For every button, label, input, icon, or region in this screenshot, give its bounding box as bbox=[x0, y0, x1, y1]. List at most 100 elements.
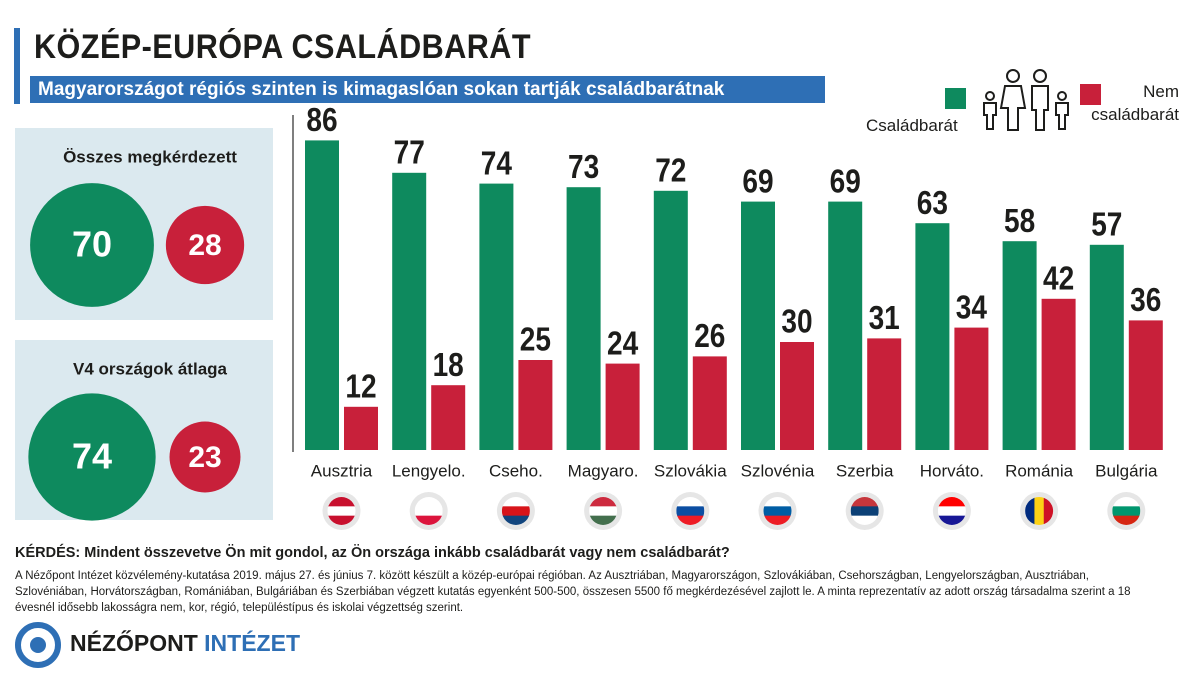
legend-label: Családbarát bbox=[866, 116, 958, 135]
legend-label: Nem családbarát bbox=[1091, 82, 1179, 124]
flag-stripe bbox=[589, 515, 618, 525]
bar bbox=[741, 201, 775, 450]
flag bbox=[409, 492, 448, 530]
value-label: 69 bbox=[742, 163, 773, 200]
flag-stripe bbox=[763, 515, 792, 525]
value-label: 18 bbox=[433, 347, 464, 384]
flag-stripe bbox=[850, 506, 879, 517]
summary-circle bbox=[165, 205, 245, 285]
category-label: Cseho. bbox=[489, 461, 543, 480]
bar bbox=[1128, 320, 1163, 450]
flag-stripe bbox=[589, 506, 618, 517]
flag-stripe bbox=[1043, 497, 1054, 525]
value-label: 12 bbox=[345, 368, 376, 405]
value-label: 69 bbox=[830, 163, 861, 200]
category-label: Szerbia bbox=[836, 461, 894, 480]
flag-stripe bbox=[1034, 497, 1045, 525]
bar bbox=[1002, 241, 1037, 450]
value-label: 77 bbox=[394, 134, 425, 171]
bar bbox=[479, 183, 514, 450]
logo-text: NÉZŐPONT bbox=[70, 630, 198, 656]
flag-stripe bbox=[327, 506, 356, 517]
flag-stripe bbox=[676, 515, 705, 525]
bar bbox=[605, 363, 640, 450]
flag-stripe bbox=[1025, 497, 1035, 525]
bar bbox=[392, 172, 427, 451]
category-label: Magyaro. bbox=[568, 461, 639, 480]
flag-stripe bbox=[1112, 506, 1141, 517]
flag-stripe bbox=[763, 506, 792, 517]
summary-circle bbox=[28, 393, 156, 521]
value-label: 26 bbox=[694, 318, 725, 355]
category-label: Lengyelo. bbox=[392, 461, 466, 480]
flag bbox=[322, 492, 361, 530]
value-label: 86 bbox=[306, 102, 337, 139]
flag bbox=[1107, 492, 1146, 530]
flag-stripe bbox=[850, 497, 879, 507]
value-label: 24 bbox=[607, 325, 638, 362]
title: KÖZÉP-EURÓPA CSALÁDBARÁT bbox=[34, 28, 531, 66]
bar bbox=[692, 356, 727, 450]
flag bbox=[758, 492, 797, 530]
bar bbox=[653, 190, 688, 451]
flag-stripe bbox=[327, 515, 356, 525]
flag-stripe bbox=[501, 497, 530, 507]
panel-title: Összes megkérdezett bbox=[63, 147, 237, 166]
value-label: 34 bbox=[956, 289, 987, 326]
bar bbox=[344, 406, 378, 450]
category-label: Szlovénia bbox=[741, 461, 815, 480]
flag-stripe bbox=[414, 506, 443, 517]
flag-stripe bbox=[676, 506, 705, 517]
flag-stripe bbox=[937, 506, 966, 517]
flag-stripe bbox=[327, 497, 356, 507]
category-label: Ausztria bbox=[311, 461, 373, 480]
subtitle: Magyarországot régiós szinten is kimagas… bbox=[30, 76, 825, 103]
value-label: 25 bbox=[520, 322, 551, 359]
flag-stripe bbox=[850, 515, 879, 525]
category-label: Horváto. bbox=[920, 461, 984, 480]
value-label: 73 bbox=[568, 149, 599, 186]
bar bbox=[1041, 298, 1076, 450]
logo-icon bbox=[15, 622, 61, 668]
bar bbox=[828, 201, 863, 450]
flag bbox=[932, 492, 971, 530]
bar bbox=[305, 140, 339, 450]
panel-title: V4 országok átlaga bbox=[73, 359, 228, 378]
category-label: Bulgária bbox=[1095, 461, 1158, 480]
flag bbox=[845, 492, 884, 530]
note: A Nézőpont Intézet közvélemény-kutatása … bbox=[15, 570, 1131, 614]
value-label: 63 bbox=[917, 185, 948, 222]
bar bbox=[867, 338, 902, 450]
legend-swatch bbox=[945, 88, 966, 109]
legend-swatch bbox=[1080, 84, 1101, 105]
family-icon bbox=[983, 69, 1069, 131]
flag-stripe bbox=[937, 497, 966, 507]
bar bbox=[1089, 244, 1124, 450]
summary-circle bbox=[169, 421, 241, 493]
flag-stripe bbox=[501, 515, 530, 525]
flag bbox=[584, 492, 623, 530]
flag-stripe bbox=[414, 515, 443, 525]
bar bbox=[566, 187, 601, 450]
bar bbox=[431, 385, 466, 450]
summary-value: 23 bbox=[188, 441, 221, 474]
value-label: 74 bbox=[481, 145, 512, 182]
summary-circle bbox=[30, 183, 154, 307]
flag bbox=[496, 492, 535, 530]
flag-stripe bbox=[1112, 515, 1141, 525]
logo: NÉZŐPONT INTÉZET bbox=[70, 630, 300, 657]
title-accent bbox=[14, 28, 20, 104]
flag-stripe bbox=[414, 497, 443, 507]
value-label: 72 bbox=[655, 152, 686, 189]
summary-value: 28 bbox=[188, 229, 221, 262]
logo-text: INTÉZET bbox=[204, 630, 301, 656]
value-label: 36 bbox=[1130, 282, 1161, 319]
flag-stripe bbox=[1112, 497, 1141, 507]
summary-value: 70 bbox=[72, 224, 112, 265]
value-label: 42 bbox=[1043, 260, 1074, 297]
bar bbox=[518, 360, 553, 450]
category-label: Románia bbox=[1005, 461, 1074, 480]
flag bbox=[671, 492, 710, 530]
